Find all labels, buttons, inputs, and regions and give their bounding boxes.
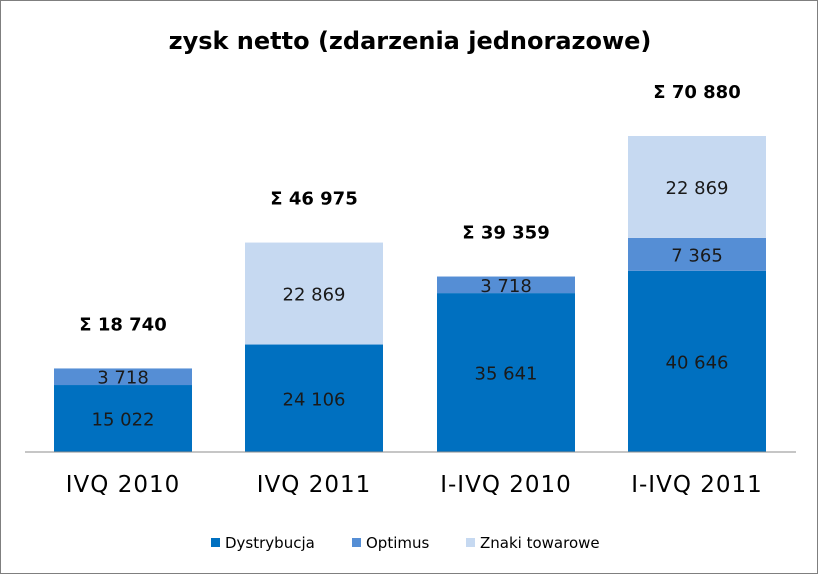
bar-segment-znaki-towarowe [245,242,383,345]
data-label: 3 718 [97,368,149,389]
legend-label: Optimus [366,534,429,552]
bar-segment-optimus [628,237,766,271]
legend-swatch [466,538,475,547]
data-label: 22 869 [283,285,346,306]
data-label: 40 646 [666,352,729,373]
data-label: 3 718 [480,276,532,297]
legend-label: Znaki towarowe [480,534,600,552]
x-tick-label: IVQ 2011 [257,472,371,498]
bar-segment-dystrybucja [437,293,575,452]
data-label: 22 869 [666,178,729,199]
x-tick-label: I-IVQ 2011 [631,472,763,498]
data-label: 7 365 [671,245,723,266]
bar-segment-optimus [54,368,192,386]
total-label: Σ 39 359 [462,223,549,244]
bar-segment-znaki-towarowe [628,136,766,238]
data-label: 15 022 [92,410,155,431]
total-label: Σ 46 975 [270,189,357,210]
bar-segment-dystrybucja [54,385,192,452]
bar-segment-dystrybucja [628,270,766,452]
x-tick-label: I-IVQ 2010 [440,472,572,498]
total-label: Σ 18 740 [79,314,166,335]
bars-group: 15 022 3 718 Σ 18 740 24 106 22 869 Σ 46 975 3… [54,82,766,452]
legend: Dystrybucja Optimus Znaki towarowe [211,534,600,552]
legend-swatch [352,538,361,547]
bar-segment-dystrybucja [245,344,383,452]
x-tick-label: IVQ 2010 [66,472,180,498]
chart-title: zysk netto (zdarzenia jednorazowe) [169,27,652,55]
x-axis-labels: IVQ 2010 IVQ 2011 I-IVQ 2010 I-IVQ 2011 [66,472,763,498]
legend-label: Dystrybucja [225,534,315,552]
legend-swatch [211,538,220,547]
data-label: 35 641 [475,364,538,385]
data-label: 24 106 [283,389,346,410]
total-label: Σ 70 880 [653,82,740,103]
bar-segment-optimus [437,276,575,294]
